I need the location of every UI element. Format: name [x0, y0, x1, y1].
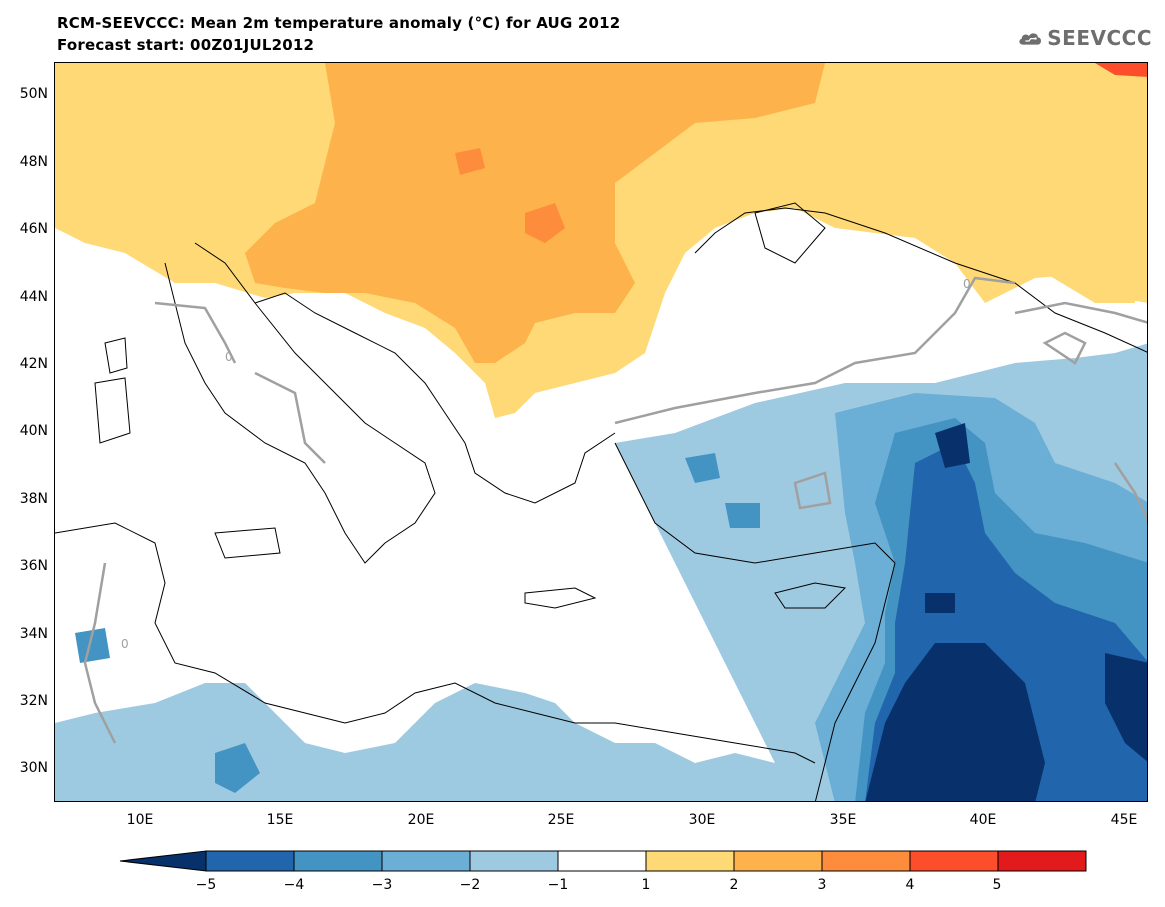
colorbar-label: 5	[992, 877, 1002, 893]
zero-contour	[154, 301, 237, 364]
colorbar-label: −1	[547, 877, 569, 893]
lon-label: 35E	[829, 812, 857, 828]
zero-contours	[83, 276, 1147, 744]
contour-label: 0	[225, 350, 233, 364]
positive-anomaly-shading	[55, 63, 1147, 418]
lat-label: 44N	[19, 289, 48, 305]
cloud-icon	[1019, 33, 1042, 45]
lat-label: 42N	[19, 356, 48, 372]
logo-text: SEEVCCC	[1047, 26, 1152, 50]
zero-contour	[1113, 462, 1147, 522]
contour-label: 0	[121, 637, 129, 651]
forecast-start-subtitle: Forecast start: 00Z01JUL2012	[57, 36, 315, 54]
lat-label: 30N	[19, 760, 48, 776]
lat-label: 40N	[19, 423, 48, 439]
colorbar-cell	[821, 850, 911, 872]
neg3-patch-anatolia	[685, 453, 760, 528]
contour-label: 0	[963, 277, 971, 291]
lat-label: 32N	[19, 693, 48, 709]
lon-label: 30E	[688, 812, 716, 828]
colorbar-cell	[909, 850, 999, 872]
map-title: RCM-SEEVCCC: Mean 2m temperature anomaly…	[57, 14, 621, 32]
africa-coastline	[55, 522, 816, 764]
colorbar-cell	[381, 850, 471, 872]
italy-coastline	[164, 242, 436, 564]
neg3-patch-libya	[215, 743, 260, 793]
colorbar-cell	[205, 850, 295, 872]
lat-label: 46N	[19, 221, 48, 237]
lat-label: 48N	[19, 154, 48, 170]
zero-contour	[614, 276, 1016, 425]
neg3-patch-west	[75, 628, 110, 663]
lat-label: 36N	[19, 558, 48, 574]
coastlines-borders	[55, 202, 1147, 801]
levant-coastline	[814, 562, 896, 801]
zero-contour	[793, 471, 832, 510]
colorbar-cell	[469, 850, 559, 872]
lon-label: 15E	[266, 812, 294, 828]
lon-label: 20E	[407, 812, 435, 828]
colorbar-cell	[645, 850, 735, 872]
pos3-patch	[525, 203, 565, 243]
colorbar-cell	[557, 850, 647, 872]
black-sea-coastline	[694, 207, 1147, 353]
pos3-patch	[455, 148, 485, 175]
negative-anomaly-shading	[55, 343, 1147, 801]
colorbar-label: −2	[459, 877, 481, 893]
turkey-coastline	[614, 442, 896, 564]
crete-coastline	[524, 587, 597, 609]
pos3-patch	[1095, 63, 1147, 77]
colorbar-label: 4	[905, 877, 915, 893]
anomaly-map: 0 0 0	[54, 62, 1148, 802]
sardinia-coastline	[94, 377, 131, 444]
zero-contour	[1014, 301, 1147, 324]
anomaly-map-canvas: 0 0 0	[55, 63, 1147, 801]
cyprus-coastline	[774, 582, 847, 609]
colorbar-label: −4	[283, 877, 305, 893]
lat-label: 50N	[19, 86, 48, 102]
lon-label: 45E	[1110, 812, 1138, 828]
colorbar-label: 3	[817, 877, 827, 893]
colorbar-label: −3	[371, 877, 393, 893]
sicily-coastline	[214, 527, 281, 559]
pos1-patch-east	[1015, 213, 1135, 303]
seevccc-logo: SEEVCCC	[1017, 22, 1152, 54]
colorbar-cell	[733, 850, 823, 872]
lon-label: 10E	[126, 812, 154, 828]
zero-contour	[254, 371, 326, 464]
colorbar-cell	[997, 850, 1087, 872]
balkans-coastline	[254, 292, 616, 504]
colorbar-cell	[293, 850, 383, 872]
crimea-coastline	[754, 202, 826, 264]
colorbar-label: 1	[641, 877, 651, 893]
colorbar	[119, 850, 1087, 872]
zero-contour	[83, 562, 117, 744]
zero-contour	[1042, 331, 1087, 365]
lon-label: 25E	[547, 812, 575, 828]
colorbar-label: 2	[729, 877, 739, 893]
neg5-region	[865, 423, 1147, 801]
colorbar-arrow-low	[119, 850, 207, 872]
pos2-region-north	[55, 63, 325, 143]
lat-label: 34N	[19, 626, 48, 642]
lat-label: 38N	[19, 491, 48, 507]
lon-label: 40E	[969, 812, 997, 828]
colorbar-label: −5	[195, 877, 217, 893]
corsica-coastline	[104, 337, 128, 374]
